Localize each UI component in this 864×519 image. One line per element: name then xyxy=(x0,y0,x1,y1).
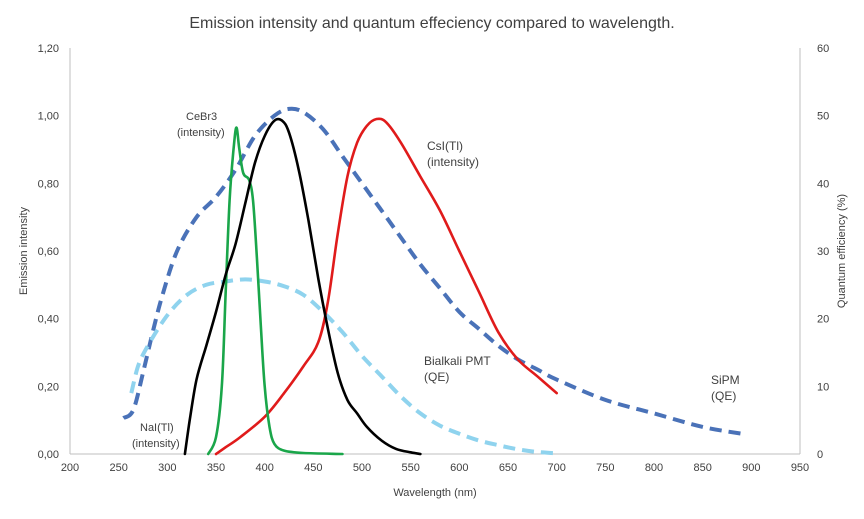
annotation-nai: NaI(Tl) (intensity) xyxy=(132,422,180,450)
y-right-tick-label: 60 xyxy=(817,43,829,55)
x-tick-label: 950 xyxy=(791,462,809,474)
y-left-tick-label: 0,80 xyxy=(38,178,59,190)
x-tick-label: 700 xyxy=(547,462,565,474)
series-line-cebr3 xyxy=(206,126,344,456)
annotation-csi: CsI(Tl) (intensity) xyxy=(427,139,479,169)
y-right-tick-label: 50 xyxy=(817,111,829,123)
y-right-tick-label: 0 xyxy=(817,449,823,461)
x-axis-label: Wavelength (nm) xyxy=(393,487,476,499)
series-line-csi xyxy=(214,117,558,456)
x-tick-label: 900 xyxy=(742,462,760,474)
annotation-cebr3-sub: (intensity) xyxy=(177,127,225,139)
x-tick-label: 400 xyxy=(255,462,273,474)
annotation-bialkali-name: Bialkali PMT xyxy=(424,354,491,368)
y-left-tick-label: 1,00 xyxy=(38,111,59,123)
x-tick-label: 350 xyxy=(207,462,225,474)
x-tick-label: 850 xyxy=(693,462,711,474)
y-left-tick-labels: 0,00 0,20 0,40 0,60 0,80 1,00 1,20 xyxy=(38,43,59,461)
x-tick-label: 650 xyxy=(499,462,517,474)
annotation-cebr3-name: CeBr3 xyxy=(186,111,217,123)
annotation-sipm-name: SiPM xyxy=(711,373,740,387)
y-left-tick-label: 1,20 xyxy=(38,43,59,55)
annotation-sipm-sub: (QE) xyxy=(711,389,736,403)
annotation-cebr3: CeBr3 (intensity) xyxy=(177,111,225,139)
x-tick-label: 250 xyxy=(109,462,127,474)
y-left-tick-label: 0,00 xyxy=(38,449,59,461)
x-tick-labels: 200 250 300 350 400 450 500 550 600 650 700 750 800 8… xyxy=(61,462,809,474)
y-right-tick-label: 40 xyxy=(817,178,829,190)
y-right-tick-label: 30 xyxy=(817,246,829,258)
series-line-bialkali xyxy=(129,277,557,456)
y-left-tick-label: 0,60 xyxy=(38,246,59,258)
series-line-nai xyxy=(183,117,422,456)
series-layer xyxy=(122,106,742,456)
x-tick-label: 450 xyxy=(304,462,322,474)
x-tick-label: 800 xyxy=(645,462,663,474)
x-tick-label: 300 xyxy=(158,462,176,474)
x-tick-label: 550 xyxy=(401,462,419,474)
annotation-csi-name: CsI(Tl) xyxy=(427,139,463,153)
annotation-bialkali-sub: (QE) xyxy=(424,370,449,384)
x-tick-label: 600 xyxy=(450,462,468,474)
annotation-sipm: SiPM (QE) xyxy=(711,373,740,403)
series-line-sipm xyxy=(122,106,742,436)
y-right-tick-labels: 0 10 20 30 40 50 60 xyxy=(817,43,829,461)
x-tick-label: 500 xyxy=(353,462,371,474)
x-tick-label: 200 xyxy=(61,462,79,474)
chart-title: Emission intensity and quantum effecienc… xyxy=(189,15,674,32)
y-right-tick-label: 20 xyxy=(817,314,829,326)
annotation-nai-sub: (intensity) xyxy=(132,438,180,450)
y-axis-left-label: Emission intensity xyxy=(18,206,30,295)
y-left-tick-label: 0,20 xyxy=(38,381,59,393)
x-tick-label: 750 xyxy=(596,462,614,474)
annotation-nai-name: NaI(Tl) xyxy=(140,422,174,434)
annotation-csi-sub: (intensity) xyxy=(427,155,479,169)
y-right-tick-label: 10 xyxy=(817,381,829,393)
y-left-tick-label: 0,40 xyxy=(38,314,59,326)
annotation-bialkali: Bialkali PMT (QE) xyxy=(424,354,491,384)
y-axis-right-label: Quantum efficiency (%) xyxy=(836,194,848,308)
